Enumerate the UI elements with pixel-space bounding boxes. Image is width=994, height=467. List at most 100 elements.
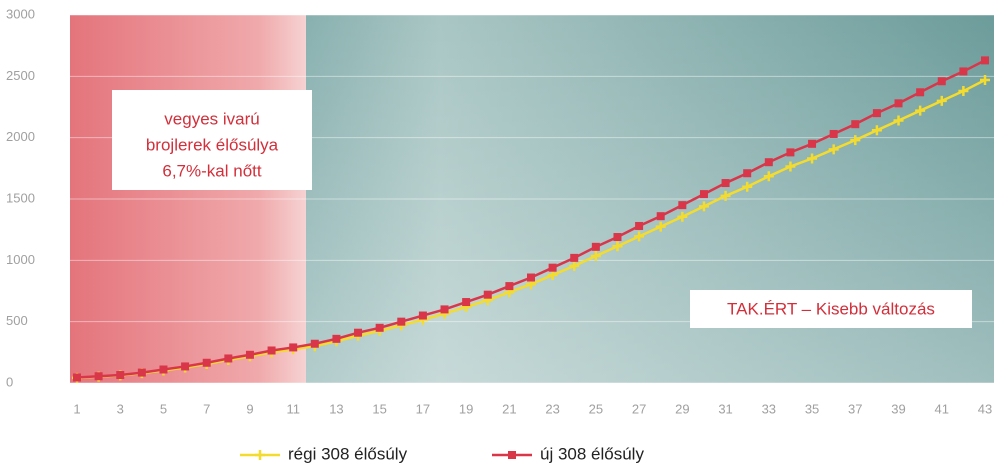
point-marker (634, 231, 645, 242)
point-marker (981, 56, 989, 65)
x-tick-label: 1 (73, 401, 80, 416)
x-tick-label: 27 (632, 401, 646, 416)
x-tick-label: 7 (203, 401, 210, 416)
legend-marker (508, 451, 516, 459)
point-marker (807, 153, 818, 164)
point-marker (224, 354, 233, 363)
point-marker (916, 88, 925, 97)
point-marker (656, 212, 665, 221)
point-marker (894, 99, 903, 108)
x-tick-label: 9 (246, 401, 253, 416)
y-tick-label: 0 (6, 374, 13, 389)
x-tick-label: 11 (286, 401, 300, 416)
legend-label: új 308 élősúly (540, 444, 644, 463)
point-marker (397, 317, 406, 326)
point-marker (763, 171, 774, 182)
point-marker (958, 86, 969, 97)
point-marker (850, 135, 861, 146)
point-marker (613, 233, 622, 242)
point-marker (677, 211, 688, 222)
x-tick-label: 31 (718, 401, 732, 416)
point-marker (289, 343, 298, 352)
x-tick-label: 15 (372, 401, 386, 416)
x-tick-label: 19 (459, 401, 473, 416)
point-marker (137, 368, 146, 377)
x-tick-label: 29 (675, 401, 689, 416)
annotation: TAK.ÉRT – Kisebb változás (727, 299, 935, 318)
x-tick-label: 37 (848, 401, 862, 416)
point-marker (742, 181, 753, 192)
point-marker (959, 67, 968, 76)
point-marker (505, 282, 514, 291)
point-marker (73, 373, 81, 382)
point-marker (678, 201, 687, 210)
legend-marker (255, 450, 265, 460)
x-tick-label: 33 (762, 401, 776, 416)
point-marker (828, 144, 839, 155)
point-marker (332, 334, 341, 343)
annotation: brojlerek élősúlya (146, 135, 279, 154)
point-marker (590, 251, 601, 262)
point-marker (980, 75, 990, 86)
point-marker (202, 358, 211, 367)
x-tick-label: 17 (416, 401, 430, 416)
point-marker (527, 273, 535, 282)
point-marker (915, 105, 926, 116)
x-tick-label: 25 (589, 401, 603, 416)
point-marker (570, 253, 579, 262)
x-tick-label: 43 (978, 401, 992, 416)
point-marker (721, 179, 730, 188)
point-marker (871, 125, 882, 136)
point-marker (785, 161, 796, 172)
point-marker (418, 311, 427, 320)
point-marker (548, 263, 557, 272)
y-tick-label: 1000 (6, 252, 35, 267)
annotation: vegyes ivarú (164, 109, 259, 128)
x-tick-label: 23 (545, 401, 559, 416)
point-marker (116, 371, 125, 380)
point-marker (872, 109, 881, 118)
y-tick-label: 3000 (6, 6, 35, 21)
point-marker (720, 190, 731, 201)
point-marker (764, 158, 773, 167)
point-marker (267, 346, 276, 355)
y-tick-label: 1500 (6, 190, 35, 205)
point-marker (440, 305, 449, 314)
point-marker (829, 129, 838, 138)
point-marker (547, 270, 558, 281)
point-marker (655, 221, 666, 232)
point-marker (181, 362, 190, 371)
legend-label: régi 308 élősúly (288, 444, 408, 463)
y-tick-label: 2000 (6, 129, 35, 144)
x-tick-label: 41 (935, 401, 949, 416)
point-marker (635, 221, 644, 230)
point-marker (245, 350, 254, 359)
annotation-box (690, 290, 972, 328)
x-tick-label: 35 (805, 401, 819, 416)
point-marker (698, 201, 709, 212)
x-tick-label: 5 (160, 401, 167, 416)
point-marker (851, 120, 860, 129)
point-marker (375, 323, 384, 332)
x-tick-label: 3 (117, 401, 124, 416)
point-marker (699, 190, 708, 199)
point-marker (937, 77, 946, 86)
highlight-zone (70, 15, 306, 383)
x-tick-label: 13 (329, 401, 343, 416)
point-marker (786, 148, 795, 157)
x-tick-label: 21 (502, 401, 516, 416)
point-marker (354, 328, 363, 337)
point-marker (936, 95, 947, 106)
point-marker (808, 139, 817, 148)
point-marker (483, 290, 492, 299)
annotation: 6,7%-kal nőtt (162, 161, 261, 180)
annotation-box (112, 90, 312, 190)
point-marker (94, 372, 103, 381)
point-marker (310, 339, 319, 348)
point-marker (591, 242, 600, 251)
point-marker (159, 365, 168, 374)
x-tick-label: 39 (891, 401, 905, 416)
point-marker (462, 298, 471, 307)
point-marker (893, 115, 904, 126)
